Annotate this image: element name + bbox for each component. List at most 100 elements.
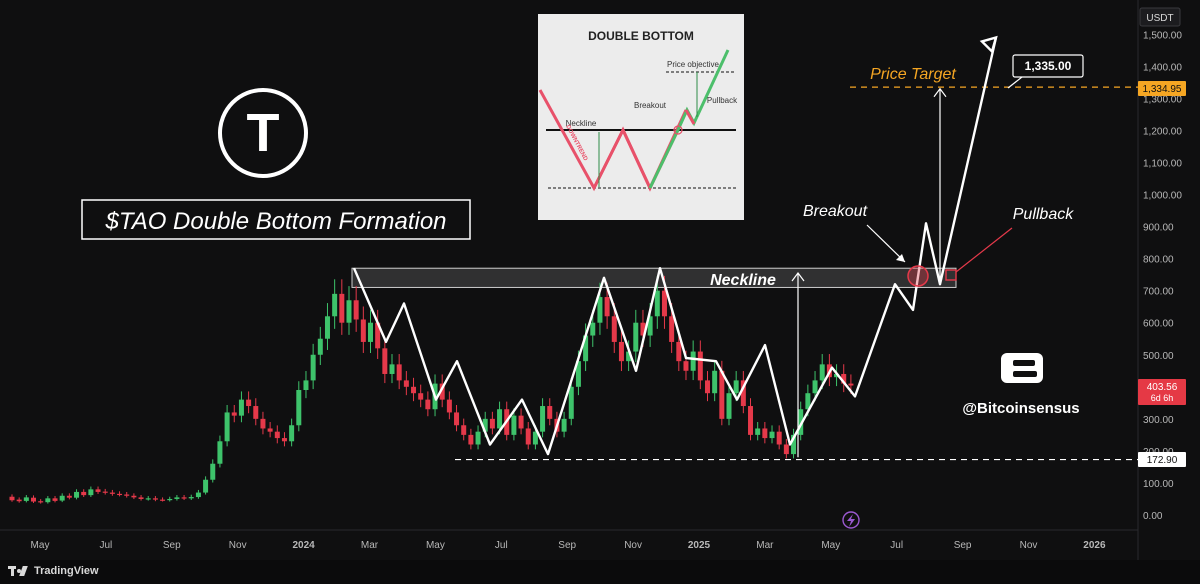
- candle-body: [368, 322, 373, 342]
- candle-body: [317, 338, 323, 355]
- candle-body: [38, 501, 44, 503]
- candle-body: [783, 444, 789, 455]
- double-bottom-pattern-line: [352, 37, 998, 456]
- candle-body: [511, 415, 517, 435]
- candle-body: [396, 364, 402, 381]
- currency-badge: USDT: [1139, 7, 1181, 27]
- candle-body: [425, 399, 431, 410]
- title-box: $TAO Double Bottom Formation: [81, 199, 471, 240]
- logo-letter: T: [247, 103, 280, 163]
- x-tick-label: Sep: [163, 540, 181, 551]
- candle-body: [296, 390, 302, 426]
- inset-breakout-label: Breakout: [634, 101, 667, 110]
- current-price-value: 403.56: [1147, 382, 1178, 393]
- inset-pullback-label: Pullback: [707, 96, 738, 105]
- candle-body: [16, 499, 22, 502]
- candle-body: [819, 364, 825, 381]
- breakout-pointer: [866, 224, 906, 263]
- candle-body: [704, 380, 710, 394]
- tradingview-label: TradingView: [34, 565, 99, 577]
- inset-objective-label: Price objective: [667, 60, 720, 69]
- footer-bar: TradingView: [0, 560, 1200, 584]
- candle-body: [633, 322, 639, 352]
- candle-body: [590, 322, 596, 336]
- candle-body: [210, 463, 216, 480]
- candle-body: [575, 361, 581, 387]
- y-tick-label: 600.00: [1143, 319, 1174, 330]
- candle-body: [468, 434, 474, 445]
- candle-body: [224, 412, 230, 442]
- candle-body: [654, 290, 660, 317]
- x-tick-label: 2025: [688, 540, 711, 551]
- lightning-icon[interactable]: [842, 511, 860, 529]
- candle-body: [289, 425, 295, 442]
- candle-body: [640, 322, 646, 336]
- y-tick-label: 900.00: [1143, 223, 1174, 234]
- candle-body: [160, 499, 166, 501]
- tradingview-icon: [8, 564, 28, 578]
- candle-body: [604, 297, 610, 317]
- candle-body: [697, 351, 703, 381]
- price-chart: 0.00100.00200.00300.00400.00500.00600.00…: [0, 0, 1186, 560]
- candle-body: [246, 399, 252, 407]
- x-tick-label: Jul: [495, 540, 508, 551]
- candle-body: [489, 418, 495, 429]
- x-tick-label: Sep: [558, 540, 576, 551]
- candle-body: [748, 406, 754, 435]
- candle-body: [446, 399, 452, 413]
- inset-background: [538, 14, 744, 220]
- candle-body: [217, 441, 223, 464]
- candle-body: [439, 383, 445, 400]
- candle-body: [145, 498, 151, 500]
- x-tick-label: 2026: [1083, 540, 1106, 551]
- neckline-label: Neckline: [710, 272, 776, 289]
- candle-body: [805, 393, 811, 410]
- candle-body: [375, 322, 381, 349]
- candle-body: [798, 409, 804, 435]
- candle-body: [812, 380, 818, 394]
- y-tick-label: 500.00: [1143, 351, 1174, 362]
- candle-body: [719, 370, 725, 419]
- x-tick-label: May: [426, 540, 445, 551]
- x-tick-label: Nov: [1020, 540, 1038, 551]
- current-price-countdown: 6d 6h: [1151, 393, 1174, 403]
- candle-body: [52, 498, 58, 501]
- candle-body: [131, 495, 137, 498]
- candle-body: [81, 491, 87, 496]
- candle-body: [411, 386, 417, 394]
- pullback-marker: [945, 269, 957, 281]
- candle-body: [525, 428, 531, 445]
- tradingview-logo[interactable]: TradingView: [8, 564, 99, 578]
- candle-body: [31, 497, 37, 502]
- candle-body: [540, 406, 546, 432]
- candle-body: [461, 425, 467, 435]
- candle-body: [482, 418, 488, 432]
- y-tick-label: 700.00: [1143, 287, 1174, 298]
- candle-body: [561, 418, 567, 432]
- candle-body: [583, 335, 589, 362]
- inset-neckline-label: Neckline: [566, 119, 597, 128]
- candle-body: [267, 428, 273, 432]
- candle-body: [45, 498, 51, 503]
- candle-body: [109, 492, 115, 494]
- bitcoinsensus-logo: [1001, 353, 1043, 383]
- inset-title: DOUBLE BOTTOM: [588, 29, 694, 43]
- pullback-pointer: [955, 227, 1013, 273]
- x-tick-label: Mar: [361, 540, 379, 551]
- candle-body: [88, 489, 94, 496]
- target-price-value: 1,334.95: [1143, 84, 1182, 95]
- candle-body: [712, 370, 718, 394]
- target-callout: 1,335.00: [1007, 54, 1084, 89]
- candle-body: [382, 348, 388, 374]
- candle-body: [683, 361, 689, 371]
- candle-body: [152, 498, 158, 500]
- y-tick-label: 1,200.00: [1143, 126, 1182, 137]
- candle-body: [310, 354, 316, 381]
- breakout-label: Breakout: [803, 203, 868, 220]
- candle-body: [676, 341, 682, 362]
- candle-body: [303, 380, 309, 391]
- candle-body: [389, 364, 395, 374]
- candle-body: [647, 316, 653, 336]
- candle-body: [339, 293, 345, 323]
